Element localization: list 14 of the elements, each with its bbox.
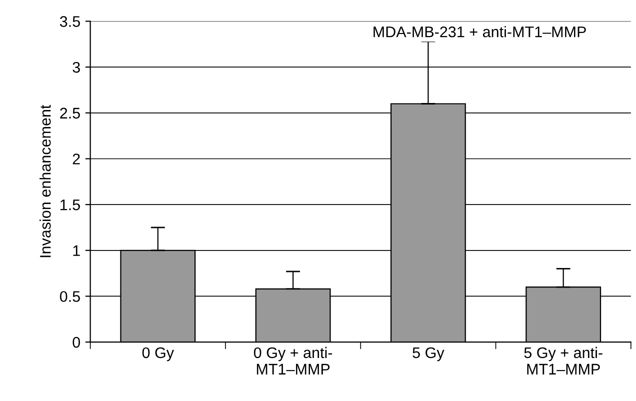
y-tick-label: 1.5: [60, 200, 80, 210]
y-tick-label: 2: [72, 154, 80, 164]
y-tick-label: 3: [72, 62, 80, 73]
y-tick-label: 1: [73, 245, 80, 256]
x-tick-label: 0 Gy + anti- MT1–MMP: [254, 346, 332, 374]
x-tick-label: 0 Gy: [142, 347, 174, 362]
y-axis-title: Invasion enhancement: [40, 104, 51, 258]
x-tick-label: 5 Gy + anti- MT1–MMP: [524, 346, 602, 374]
y-tick-label: 2.5: [60, 108, 80, 119]
y-tick-label: 3.5: [60, 16, 80, 27]
chart-title: MDA-MB-231 + anti-MT1–MMP: [374, 26, 586, 38]
y-tick-label: 0.5: [60, 291, 80, 302]
x-tick-label: 5 Gy: [412, 347, 444, 362]
y-tick-label: 0: [72, 336, 80, 348]
